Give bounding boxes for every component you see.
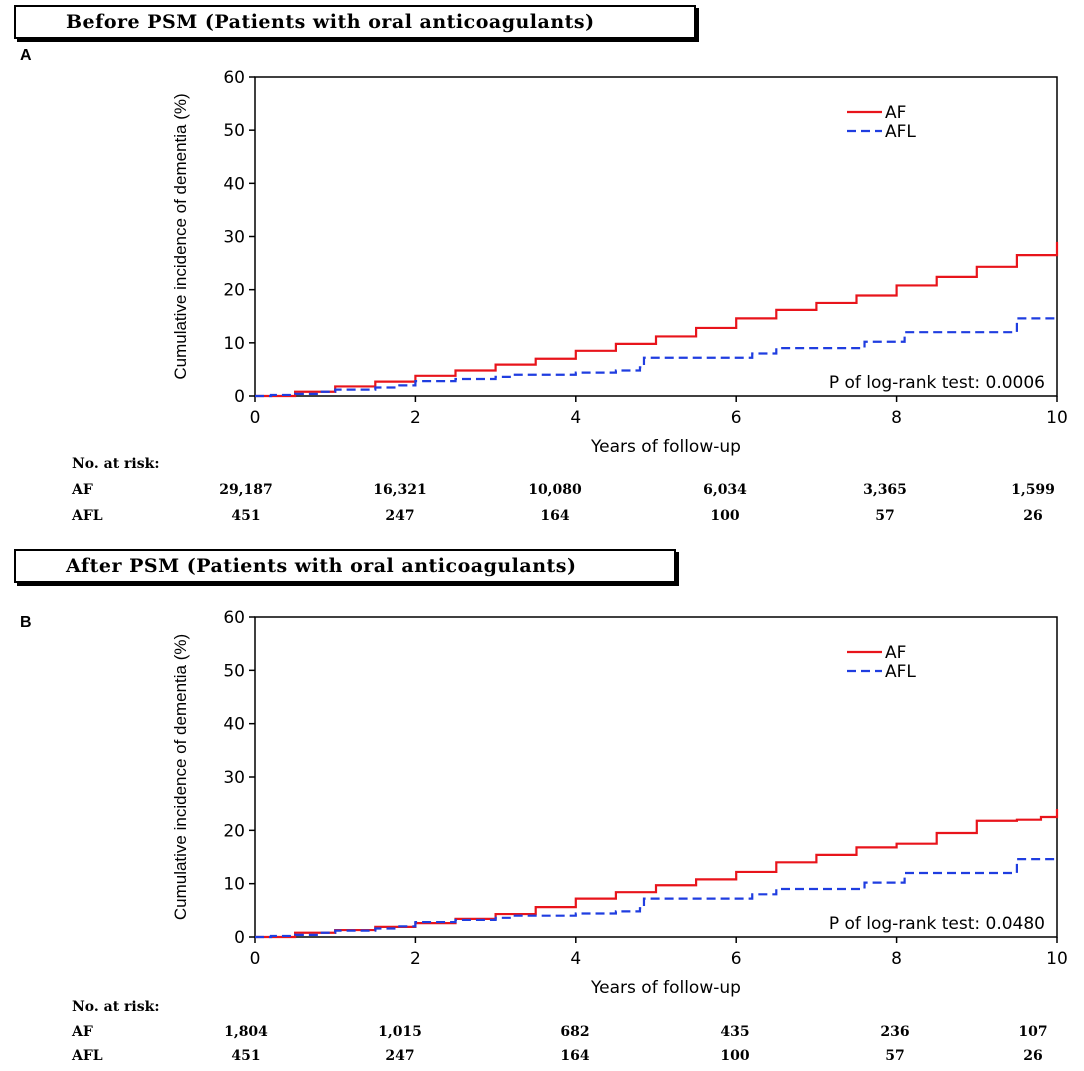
y-axis-label: Cumulative incidence of dementia (%) — [171, 93, 190, 379]
legend-label-af: AF — [885, 643, 906, 663]
risk-af-t6: 435 — [720, 1024, 750, 1040]
y-tick-label: 30 — [223, 768, 245, 788]
risk-row-label-af: AF — [72, 482, 93, 498]
x-tick-label: 4 — [570, 949, 581, 969]
x-tick-label: 6 — [731, 408, 742, 428]
risk-af-t8: 236 — [880, 1024, 910, 1040]
panel-a-plot: 0 10 20 30 40 50 60 0 2 4 6 8 10 Years of follow-up Cu… — [171, 68, 1068, 457]
x-tick-label: 0 — [250, 408, 261, 428]
x-axis-label: Years of follow-up — [590, 437, 741, 457]
panel-a-title-box: Before PSM (Patients with oral anticoagu… — [14, 5, 696, 39]
risk-afl-t0: 451 — [231, 508, 261, 524]
p-value-annotation: P of log-rank test: 0.0480 — [829, 914, 1045, 934]
y-tick-label: 50 — [223, 661, 245, 681]
risk-row-label-afl: AFL — [72, 1048, 103, 1064]
risk-af-t8: 3,365 — [863, 482, 907, 498]
y-tick-label: 20 — [223, 821, 245, 841]
risk-row-label-af: AF — [72, 1024, 93, 1040]
risk-af-t0: 1,804 — [224, 1024, 268, 1040]
risk-af-t0: 29,187 — [219, 482, 273, 498]
panel-b-title-box: After PSM (Patients with oral anticoagul… — [14, 549, 676, 583]
panel-a-chart: 0 10 20 30 40 50 60 0 2 4 6 8 10 Years of follow-up Cu… — [171, 68, 1068, 457]
risk-afl-t4: 164 — [540, 508, 570, 524]
panel-b-title: After PSM (Patients with oral anticoagul… — [66, 555, 577, 577]
legend-label-afl: AFL — [885, 662, 916, 682]
panel-a-letter: A — [20, 47, 32, 64]
series-line-af — [255, 241, 1059, 398]
x-tick-label: 10 — [1046, 408, 1068, 428]
risk-af-t6: 6,034 — [703, 482, 747, 498]
risk-afl-t2: 247 — [385, 1048, 415, 1064]
y-axis-label: Cumulative incidence of dementia (%) — [171, 634, 190, 920]
y-tick-label: 0 — [234, 387, 245, 407]
risk-af-t2: 1,015 — [378, 1024, 422, 1040]
risk-af-t4: 10,080 — [528, 482, 582, 498]
risk-afl-t10: 26 — [1023, 1048, 1043, 1064]
panel-b-risk-table: No. at risk: AF AFL 1,804 1,015 682 435 … — [0, 999, 1084, 1069]
y-tick-label: 20 — [223, 281, 245, 301]
panel-a-title: Before PSM (Patients with oral anticoagu… — [66, 11, 595, 33]
y-tick-label: 60 — [223, 608, 245, 628]
x-tick-label: 8 — [891, 408, 902, 428]
x-tick-label: 0 — [250, 949, 261, 969]
risk-afl-t6: 100 — [720, 1048, 750, 1064]
y-tick-label: 40 — [223, 174, 245, 194]
risk-afl-t4: 164 — [560, 1048, 590, 1064]
p-value-annotation: P of log-rank test: 0.0006 — [829, 373, 1045, 393]
x-tick-label: 4 — [570, 408, 581, 428]
y-tick-label: 50 — [223, 121, 245, 141]
risk-row-label-afl: AFL — [72, 508, 103, 524]
risk-afl-t8: 57 — [875, 508, 895, 524]
risk-af-t10: 107 — [1018, 1024, 1048, 1040]
y-tick-label: 30 — [223, 228, 245, 248]
risk-afl-t0: 451 — [231, 1048, 261, 1064]
series-line-afl — [255, 317, 1057, 398]
risk-header: No. at risk: — [72, 999, 160, 1015]
panel-b-letter: B — [20, 614, 32, 631]
risk-af-t2: 16,321 — [373, 482, 427, 498]
x-axis-label: Years of follow-up — [590, 978, 741, 998]
legend-label-af: AF — [885, 103, 906, 123]
x-tick-label: 2 — [410, 949, 421, 969]
y-tick-label: 60 — [223, 68, 245, 88]
risk-afl-t6: 100 — [710, 508, 740, 524]
risk-af-t10: 1,599 — [1011, 482, 1055, 498]
x-tick-label: 2 — [410, 408, 421, 428]
panel-a-risk-table: No. at risk: AF AFL 29,187 16,321 10,080… — [0, 456, 1084, 536]
x-tick-label: 6 — [731, 949, 742, 969]
risk-afl-t8: 57 — [885, 1048, 905, 1064]
risk-afl-t2: 247 — [385, 508, 415, 524]
risk-af-t4: 682 — [560, 1024, 590, 1040]
series-line-afl — [255, 858, 1057, 939]
y-tick-label: 10 — [223, 875, 245, 895]
y-tick-label: 40 — [223, 715, 245, 735]
x-tick-label: 10 — [1046, 949, 1068, 969]
x-tick-label: 8 — [891, 949, 902, 969]
y-tick-label: 0 — [234, 928, 245, 948]
legend-label-afl: AFL — [885, 122, 916, 142]
risk-afl-t10: 26 — [1023, 508, 1043, 524]
risk-header: No. at risk: — [72, 456, 160, 472]
y-tick-label: 10 — [223, 334, 245, 354]
